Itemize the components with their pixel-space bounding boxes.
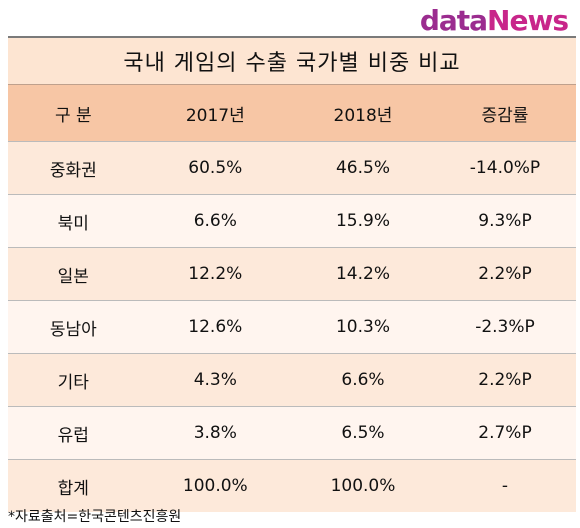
cell-region: 합계: [8, 459, 139, 512]
cell-2018: 100.0%: [291, 459, 434, 512]
table-row: 기타 4.3% 6.6% 2.2%P: [8, 353, 576, 407]
cell-2018: 6.5%: [291, 406, 434, 460]
table-frame: 국내 게임의 수출 국가별 비중 비교 구 분 2017년 2018년 증감률 …: [8, 36, 576, 512]
table-row: 유럽 3.8% 6.5% 2.7%P: [8, 406, 576, 460]
table-row: 북미 6.6% 15.9% 9.3%P: [8, 194, 576, 248]
cell-change: 2.2%P: [433, 247, 576, 301]
datanews-logo: dataNews: [419, 4, 569, 38]
cell-2017: 12.6%: [138, 300, 292, 354]
cell-change: -14.0%P: [433, 141, 576, 195]
table-title: 국내 게임의 수출 국가별 비중 비교: [8, 38, 576, 84]
cell-2018: 14.2%: [291, 247, 434, 301]
cell-2017: 4.3%: [138, 353, 292, 407]
cell-2017: 12.2%: [138, 247, 292, 301]
header-change-rate: 증감률: [433, 84, 576, 142]
cell-region: 동남아: [8, 300, 139, 354]
data-table: 구 분 2017년 2018년 증감률 중화권 60.5% 46.5% -14.…: [8, 84, 576, 512]
cell-change: 2.2%P: [433, 353, 576, 407]
cell-2018: 15.9%: [291, 194, 434, 248]
cell-change: 2.7%P: [433, 406, 576, 460]
cell-region: 일본: [8, 247, 139, 301]
source-note: *자료출처=한국콘텐츠진흥원: [8, 509, 182, 525]
table-row: 동남아 12.6% 10.3% -2.3%P: [8, 300, 576, 354]
table-row-total: 합계 100.0% 100.0% -: [8, 459, 576, 512]
cell-2018: 6.6%: [291, 353, 434, 407]
table-row: 일본 12.2% 14.2% 2.2%P: [8, 247, 576, 301]
header-row: 구 분 2017년 2018년 증감률: [8, 84, 576, 142]
cell-region: 유럽: [8, 406, 139, 460]
header-2018: 2018년: [291, 84, 434, 142]
table-row: 중화권 60.5% 46.5% -14.0%P: [8, 141, 576, 195]
cell-change: -: [433, 459, 576, 512]
cell-region: 북미: [8, 194, 139, 248]
header-category: 구 분: [8, 84, 139, 142]
cell-2017: 3.8%: [138, 406, 292, 460]
cell-2017: 6.6%: [138, 194, 292, 248]
logo-part-news: News: [487, 4, 569, 37]
cell-region: 중화권: [8, 141, 139, 195]
cell-region: 기타: [8, 353, 139, 407]
cell-2017: 100.0%: [138, 459, 292, 512]
cell-2017: 60.5%: [138, 141, 292, 195]
cell-2018: 46.5%: [291, 141, 434, 195]
cell-2018: 10.3%: [291, 300, 434, 354]
logo-part-data: data: [419, 4, 488, 37]
header-2017: 2017년: [138, 84, 292, 142]
cell-change: -2.3%P: [433, 300, 576, 354]
cell-change: 9.3%P: [433, 194, 576, 248]
